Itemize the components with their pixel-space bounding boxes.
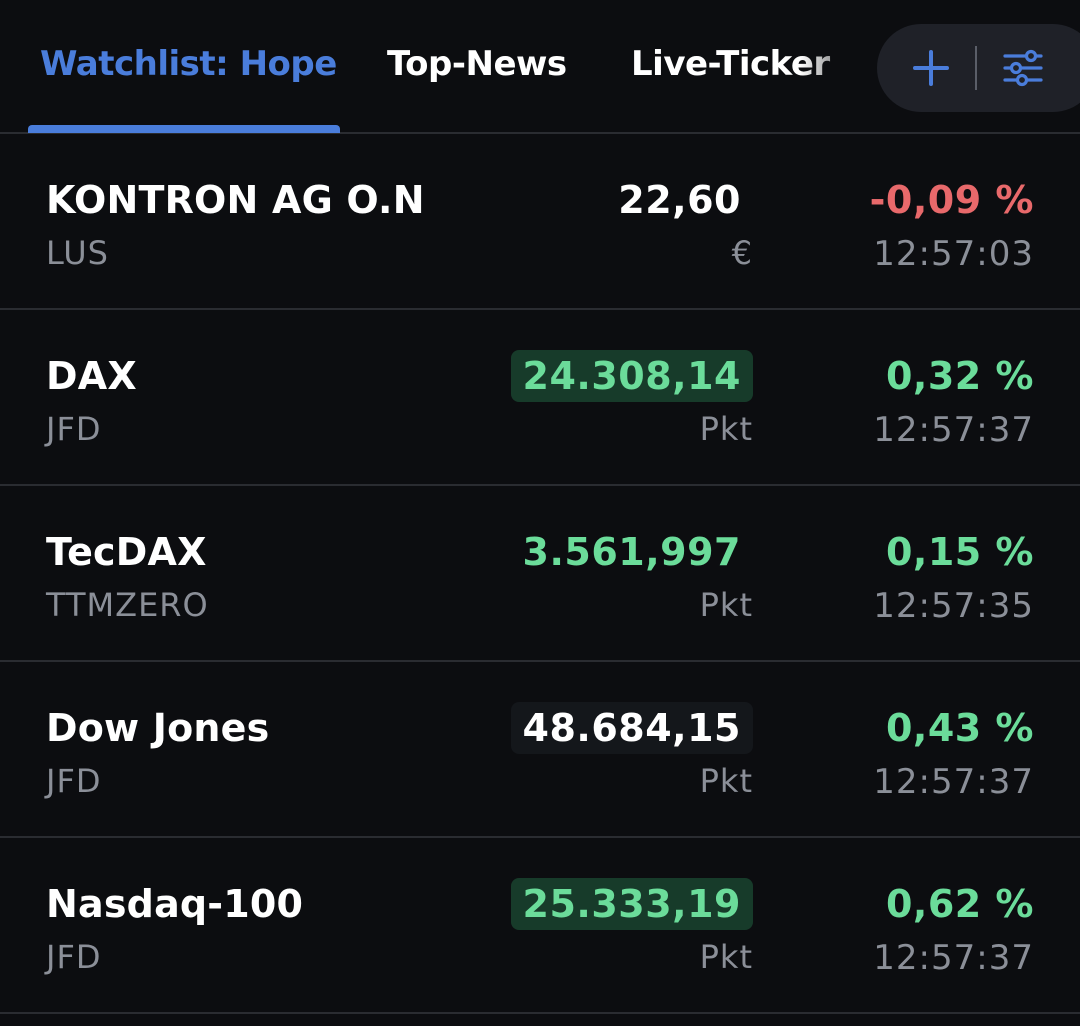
quote-time: 12:57:35 [873,586,1034,626]
quote-time: 12:57:03 [873,234,1034,274]
action-group [877,24,1080,112]
sliders-icon[interactable] [1003,48,1043,88]
price-value: 24.308,14 [510,350,753,402]
quote-time: 12:57:37 [873,762,1034,802]
price-unit: Pkt [699,410,753,448]
exchange-label: LUS [46,234,109,272]
instrument-name: Dow Jones [46,706,270,750]
tab-live-ticker[interactable]: Live-Ticker [631,44,830,84]
tab-bar: Watchlist: Hope Top-News Live-Ticker [0,0,1080,134]
instrument-name: KONTRON AG O.N [46,178,425,222]
list-item[interactable]: KONTRON AG O.N LUS 22,60 € -0,09 % 12:57… [0,134,1080,310]
price-unit: Pkt [699,586,753,624]
list-item[interactable]: Dow Jones JFD 48.684,15 Pkt 0,43 % 12:57… [0,662,1080,838]
exchange-label: JFD [46,938,102,976]
tab-overflow-fade [800,30,878,110]
price-value: 48.684,15 [510,702,753,754]
list-item[interactable]: TecDAX TTMZERO 3.561,997 Pkt 0,15 % 12:5… [0,486,1080,662]
quote-time: 12:57:37 [873,410,1034,450]
list-item[interactable]: Nasdaq-100 JFD 25.333,19 Pkt 0,62 % 12:5… [0,838,1080,1014]
tab-watchlist[interactable]: Watchlist: Hope [40,44,337,84]
price-unit: Pkt [699,762,753,800]
exchange-label: JFD [46,762,102,800]
change-percent: -0,09 % [869,178,1034,222]
active-tab-indicator [28,125,340,133]
change-percent: 0,62 % [885,882,1034,926]
change-percent: 0,43 % [885,706,1034,750]
change-percent: 0,15 % [885,530,1034,574]
plus-icon[interactable] [911,48,951,88]
tab-top-news[interactable]: Top-News [387,44,567,84]
quote-time: 12:57:37 [873,938,1034,978]
price-unit: € [731,234,753,272]
action-divider [975,46,977,90]
price-unit: Pkt [699,938,753,976]
list-item[interactable]: DAX JFD 24.308,14 Pkt 0,32 % 12:57:37 [0,310,1080,486]
exchange-label: TTMZERO [46,586,209,624]
price-value: 25.333,19 [510,878,753,930]
price-value: 22,60 [618,178,741,222]
price-value: 3.561,997 [522,530,741,574]
instrument-name: TecDAX [46,530,207,574]
exchange-label: JFD [46,410,102,448]
change-percent: 0,32 % [885,354,1034,398]
instrument-name: DAX [46,354,137,398]
instrument-name: Nasdaq-100 [46,882,304,926]
watchlist: KONTRON AG O.N LUS 22,60 € -0,09 % 12:57… [0,134,1080,1014]
